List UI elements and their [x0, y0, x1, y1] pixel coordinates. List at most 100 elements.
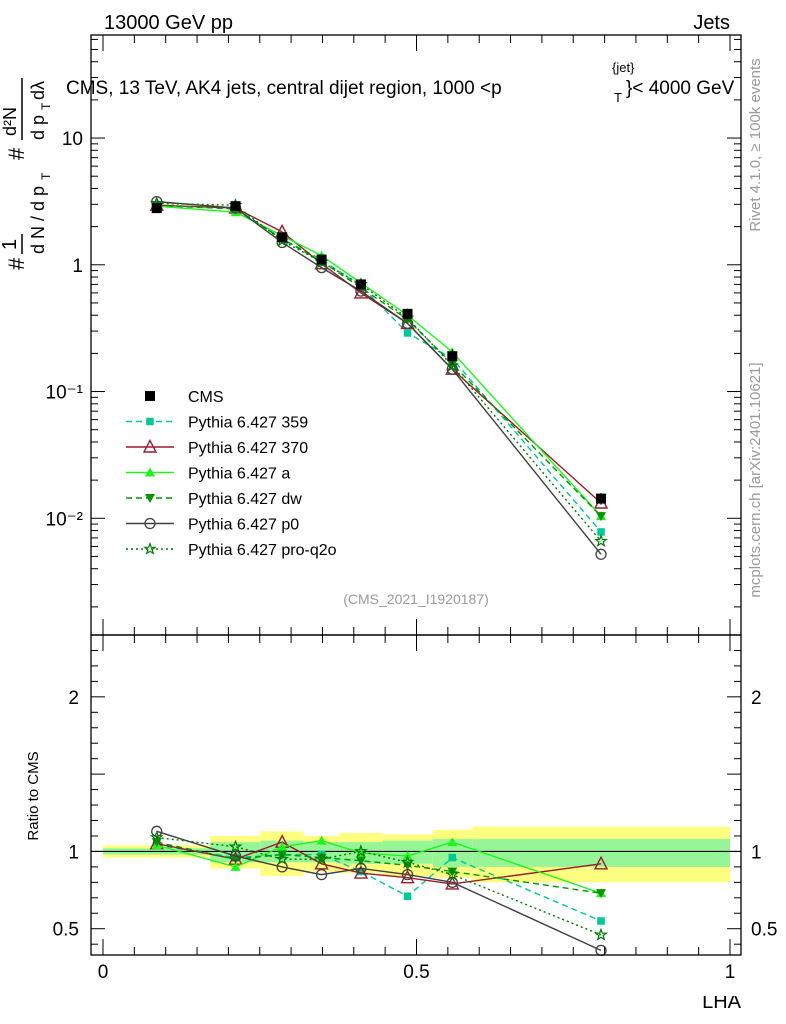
- ratio-point-pdw: [447, 867, 458, 877]
- data-point: [277, 232, 288, 243]
- ylabel-dn: d N / d p: [28, 186, 48, 254]
- legend-marker-p370: [142, 438, 158, 453]
- ratio-line-pa: [156, 839, 602, 894]
- ratio-point-pdw: [230, 855, 241, 865]
- data-point-shape: [402, 308, 413, 319]
- main-point-p359: [597, 528, 605, 536]
- legend-marker-cms: [145, 391, 155, 401]
- data-point-shape: [316, 254, 327, 265]
- main-point-p370: [353, 284, 369, 299]
- ylabel-d2n: d²N: [0, 107, 20, 136]
- legend-label-pa: Pythia 6.427 a: [188, 466, 290, 483]
- ratio-point-p359-shape: [403, 892, 412, 901]
- ratio-point-pdw: [316, 853, 327, 863]
- ratio-point-pq2o-shape: [445, 867, 460, 881]
- ratio-ylabel: Ratio to CMS: [25, 751, 42, 840]
- ratio-point-p359: [403, 892, 412, 901]
- data-point-shape: [596, 493, 607, 504]
- main-point-pp0-shape: [446, 363, 458, 375]
- ratio-point-pq2o: [149, 830, 164, 844]
- ratio-point-p370: [400, 869, 415, 884]
- ratio-point-pq2o-shape: [149, 830, 164, 844]
- ratio-line-pdw: [156, 841, 602, 894]
- ratio-point-p370: [593, 855, 609, 870]
- legend-marker-pa-shape: [145, 467, 155, 477]
- ratio-point-pp0-shape: [355, 862, 367, 875]
- main-line-p359: [156, 205, 602, 533]
- ratio-ytick-label-left: 0.5: [53, 920, 79, 941]
- header-right: Jets: [693, 12, 730, 34]
- data-point-shape: [277, 232, 288, 243]
- legend-item-cms: CMS: [145, 389, 224, 406]
- data-point: [230, 201, 241, 212]
- main-point-p370-shape: [353, 284, 369, 299]
- ratio-point-pp0-shape: [229, 850, 242, 862]
- main-line-pp0: [156, 200, 602, 555]
- ratio-point-pdw-shape: [355, 856, 366, 866]
- ratio-clip-mask: [91, 956, 741, 996]
- ratio-line-pp0: [156, 830, 602, 951]
- legend-item-pdw: Pythia 6.427 dw: [126, 491, 302, 508]
- ratio-point-pq2o-shape: [400, 854, 415, 869]
- ratio-point-p359: [357, 867, 365, 876]
- ratio-point-pdw-shape: [596, 889, 607, 899]
- data-point-shape: [230, 201, 241, 212]
- ratio-point-pa: [277, 841, 288, 851]
- legend-item-pa: Pythia 6.427 a: [126, 466, 290, 483]
- ratio-point-pa: [316, 835, 327, 845]
- data-point: [316, 254, 327, 265]
- legend-label-cms: CMS: [188, 389, 224, 406]
- title-end: }< 4000 GeV: [626, 78, 735, 99]
- ratio-point-p359-shape: [357, 867, 365, 876]
- ratio-point-pp0-shape: [315, 868, 328, 881]
- ratio-point-pq2o: [594, 927, 609, 941]
- main-point-pp0: [595, 548, 607, 560]
- main-point-pq2o: [445, 358, 460, 372]
- legend-marker-pp0-shape: [144, 517, 156, 530]
- legend-item-pq2o: Pythia 6.427 pro-q2o: [126, 541, 337, 559]
- ylabel-dpt: d p: [28, 115, 48, 140]
- ylabel-dlambda: dλ: [28, 81, 48, 100]
- rivet-version-label: Rivet 4.1.0, ≥ 100k events: [747, 58, 764, 231]
- data-point: [355, 279, 366, 290]
- legend-label-p359: Pythia 6.427 359: [188, 415, 308, 432]
- ylabel-sub2: T: [39, 102, 53, 110]
- ratio-point-pq2o-shape: [275, 851, 290, 866]
- ratio-point-pdw: [355, 856, 366, 866]
- ratio-point-p359: [448, 853, 457, 862]
- legend-marker-pa: [145, 467, 155, 477]
- title-main: CMS, 13 TeV, AK4 jets, central dijet reg…: [66, 78, 502, 99]
- main-point-pq2o-shape: [594, 533, 608, 548]
- ratio-ytick-label-left: 2: [68, 688, 79, 709]
- plot-title: CMS, 13 TeV, AK4 jets, central dijet reg…: [66, 60, 735, 105]
- legend-label-pq2o: Pythia 6.427 pro-q2o: [188, 542, 337, 559]
- main-point-pp0: [446, 363, 458, 375]
- ratio-point-pp0-shape: [401, 868, 414, 881]
- legend-label-pp0: Pythia 6.427 p0: [188, 517, 299, 534]
- ratio-point-pq2o: [275, 851, 290, 866]
- main-line-pa: [156, 205, 602, 517]
- ratio-point-pa-shape: [447, 837, 458, 847]
- ratio-point-pq2o: [445, 867, 460, 881]
- ratio-point-pdw: [596, 889, 607, 899]
- data-point-shape: [151, 203, 162, 214]
- ratio-point-pa: [230, 861, 241, 871]
- legend-marker-pq2o: [143, 541, 157, 555]
- legend-marker-pdw: [145, 494, 155, 503]
- ratio-point-pa-shape: [230, 861, 241, 871]
- main-point-pp0-shape: [595, 548, 607, 560]
- data-point: [402, 308, 413, 319]
- ratio-point-pp0-shape: [151, 825, 163, 837]
- data-point: [447, 351, 458, 362]
- main-ytick-label: 1: [72, 256, 83, 277]
- legend-marker-cms-shape: [145, 391, 155, 401]
- legend-item-p370: Pythia 6.427 370: [126, 438, 308, 457]
- ratio-point-pp0: [315, 868, 328, 881]
- analysis-watermark: (CMS_2021_I1920187): [343, 591, 489, 607]
- ratio-line-p370: [156, 841, 602, 885]
- ratio-line-p359: [156, 844, 602, 922]
- legend-marker-pq2o-shape: [143, 541, 157, 555]
- ratio-ytick-label-right: 0.5: [751, 920, 777, 941]
- main-point-pdw: [596, 512, 607, 522]
